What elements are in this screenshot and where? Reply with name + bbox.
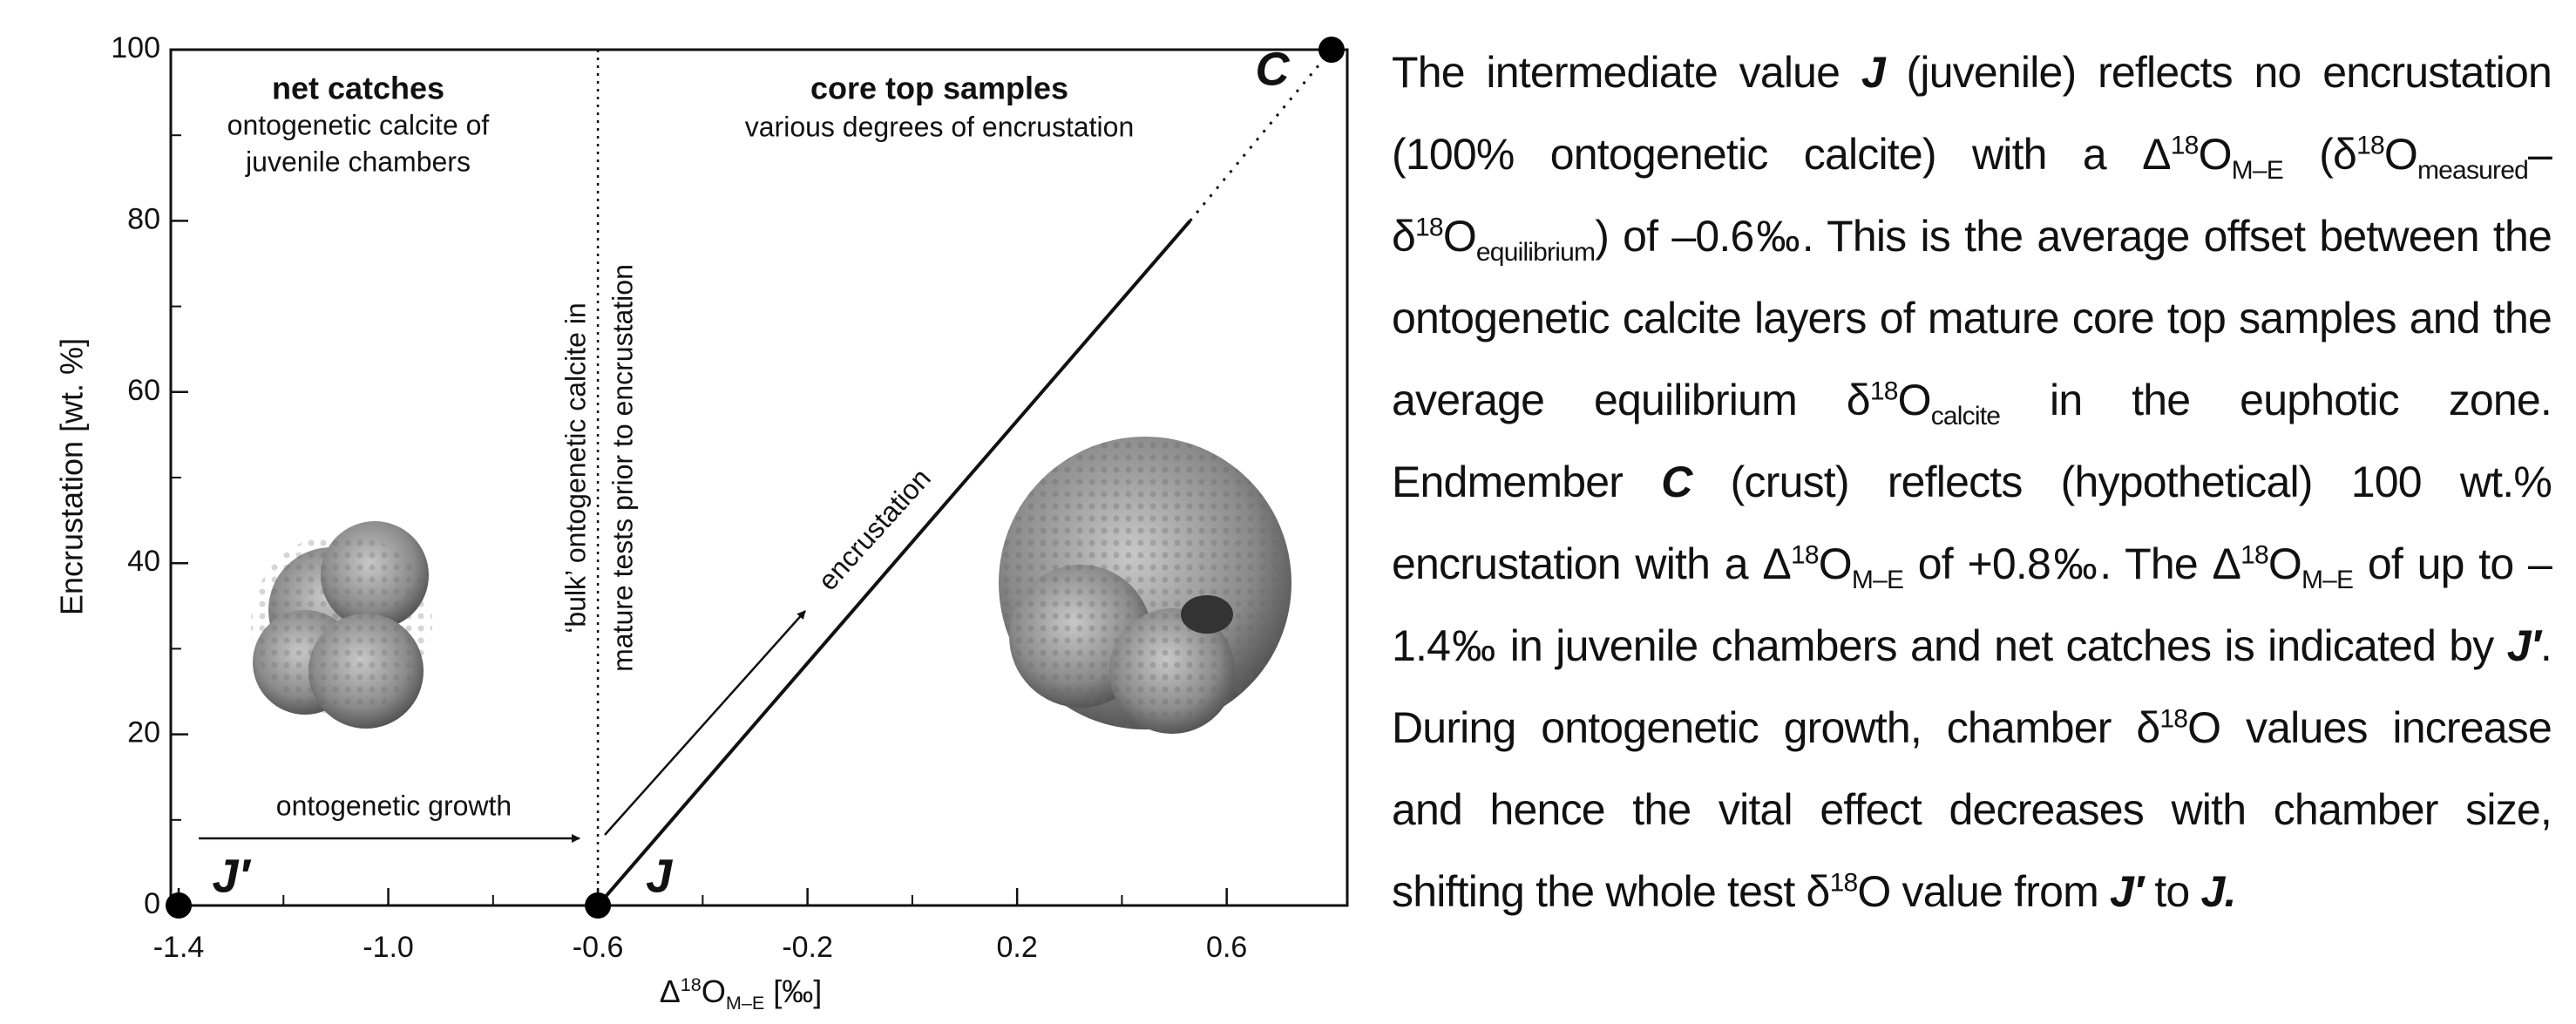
text-run: ) of –0.6‰. This is the average offset b… xyxy=(1392,212,2552,424)
text-run: calcite xyxy=(1930,402,2001,431)
text-run: O xyxy=(1818,539,1853,588)
text-run: 18 xyxy=(1829,868,1859,898)
text-run: O xyxy=(1897,376,1932,424)
point-label: C xyxy=(1255,43,1290,95)
encrustation-arrow xyxy=(604,610,806,836)
text-run: O value from xyxy=(1857,867,2111,916)
endmember-point xyxy=(585,892,612,919)
paragraph: The intermediate value J (juvenile) refl… xyxy=(1392,31,2552,932)
text-run: 18 xyxy=(2356,131,2385,160)
text-run: (δ xyxy=(2282,130,2357,179)
text-run: J. xyxy=(2200,867,2237,916)
annotation-text: various degrees of encrustation xyxy=(745,111,1134,142)
text-run: to xyxy=(2143,867,2201,916)
annotation-text: encrustation xyxy=(811,462,936,596)
text-run: O xyxy=(2198,130,2233,179)
text-run: O xyxy=(1442,212,1477,261)
x-tick-label: 0.2 xyxy=(997,931,1038,964)
annotation-text: ontogenetic calcite of xyxy=(227,109,490,140)
x-tick-label: -0.6 xyxy=(573,931,624,964)
text-run: C xyxy=(1661,458,1692,506)
y-tick-label: 80 xyxy=(127,202,160,235)
text-run: The intermediate value xyxy=(1392,48,1861,97)
annotation-text: juvenile chambers xyxy=(245,146,471,177)
x-axis-label-part: Δ xyxy=(659,973,681,1009)
text-run: . During ontogenetic growth, chamber δ xyxy=(1392,621,2552,752)
annotation-text: mature tests prior to encrustation xyxy=(607,264,638,672)
text-run: –δ xyxy=(1392,130,2552,261)
y-tick-label: 100 xyxy=(111,31,160,64)
endmember-point xyxy=(1318,37,1345,63)
x-axis-label: Δ18OM–E [‰] xyxy=(610,973,871,1013)
chart: Encrustation [wt. %] -1.4 -1.0 -0.6 -0.2 0.2… xyxy=(54,31,1349,964)
text-run: of +0.8‰. The Δ xyxy=(1903,539,2241,588)
text-run: 18 xyxy=(2170,131,2200,160)
text-run: measured xyxy=(2417,156,2529,185)
text-run: O values increase and hence the vital ef… xyxy=(1392,703,2552,916)
text-run: M–E xyxy=(2301,566,2354,594)
annotation-title: core top samples xyxy=(810,71,1068,106)
text-run: 18 xyxy=(1791,540,1820,570)
text-run: M–E xyxy=(2231,156,2284,185)
text-run: M–E xyxy=(1851,566,1904,594)
x-tick-label: -1.0 xyxy=(363,931,414,964)
y-axis-label: Encrustation [wt. %] xyxy=(54,338,90,615)
text-run: 18 xyxy=(1415,213,1444,242)
text-run: J′ xyxy=(2110,867,2144,916)
small-foram xyxy=(251,521,432,729)
text-run: in the euphotic zone. Endmember xyxy=(1392,376,2552,506)
x-axis-label-part: [‰] xyxy=(764,973,823,1009)
x-axis-label-part: 18 xyxy=(680,973,702,995)
y-tick-label: 0 xyxy=(144,887,160,920)
y-tick-label: 60 xyxy=(127,374,160,407)
text-run: equilibrium xyxy=(1475,238,1596,267)
text-run: of up to –1.4‰ in juvenile chambers and … xyxy=(1392,539,2552,670)
x-axis-label-part: M–E xyxy=(725,992,765,1014)
x-tick-label: 0.6 xyxy=(1206,931,1247,964)
point-label: J′ xyxy=(213,850,252,902)
text-run: J xyxy=(1861,48,1886,97)
point-label: J xyxy=(646,850,673,902)
annotation-title: net catches xyxy=(272,71,444,106)
x-tick-label: -0.2 xyxy=(782,931,833,964)
annotation-text: ‘bulk’ ontogenetic calcite in xyxy=(559,302,591,633)
x-axis-label-part: O xyxy=(701,973,726,1009)
text-run: 18 xyxy=(1869,376,1899,406)
text-run: (crust) reflects (hypothetical) 100 wt.%… xyxy=(1392,458,2552,588)
endmember-point xyxy=(166,892,193,919)
large-foram xyxy=(999,437,1291,734)
mixing-line xyxy=(596,220,1192,907)
annotation-text: ontogenetic growth xyxy=(276,790,512,821)
x-tick-label: -1.4 xyxy=(153,931,205,964)
y-tick-label: 40 xyxy=(127,545,160,578)
text-run: 18 xyxy=(2159,704,2188,734)
text-run: O xyxy=(2383,130,2418,179)
text-run: O xyxy=(2268,539,2302,588)
text-run: (juvenile) reflects no encrustation (100… xyxy=(1392,48,2552,179)
text-run: 18 xyxy=(2240,540,2269,570)
text-run: J′ xyxy=(2506,621,2541,670)
y-tick-label: 20 xyxy=(127,716,160,749)
